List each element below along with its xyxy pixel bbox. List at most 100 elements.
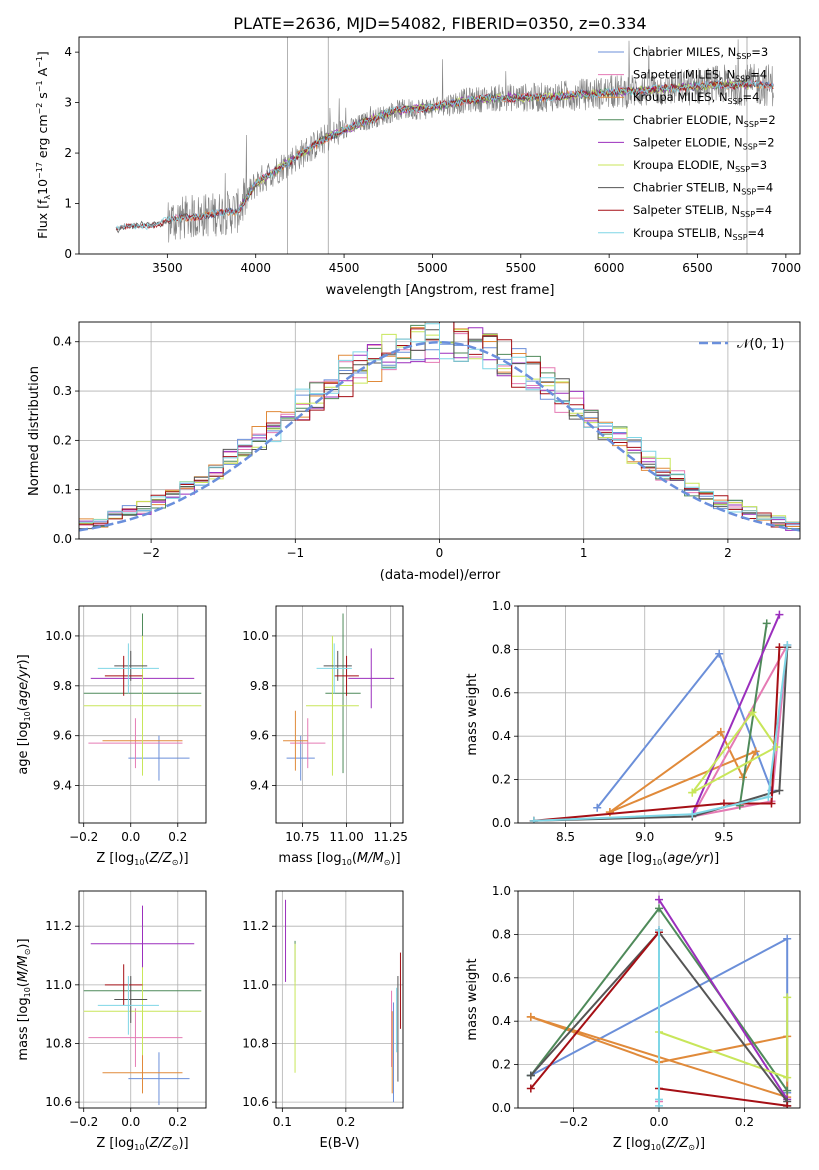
x-axis-label: age [log10(age/yr)] (599, 851, 719, 867)
series-line (658, 997, 789, 1079)
axes-frame (275, 605, 404, 824)
x-axis-label: mass [log10(M/M⊙)] (278, 851, 400, 867)
x-tick-label: 6500 (682, 261, 713, 275)
figure-title: PLATE=2636, MJD=54082, FIBERID=0350, z=0… (233, 14, 646, 33)
axes-frame (275, 890, 404, 1109)
y-tick-label: 1.0 (492, 599, 511, 613)
x-tick-label: −1 (286, 546, 304, 560)
x-axis-label: Z [log10(Z/Z⊙)] (96, 1136, 188, 1152)
plot-area (529, 610, 792, 823)
data-point-marker (688, 810, 697, 819)
y-tick-label: 9.6 (53, 729, 72, 743)
x-axis-label: Z [log10(Z/Z⊙)] (96, 851, 188, 867)
model-line (115, 80, 774, 231)
axes-frame (78, 321, 801, 540)
x-tick-label: 0.2 (735, 1115, 754, 1129)
histogram-step (79, 323, 800, 524)
age-vs-Z-plot: −0.2 0.0 0.2 9.4 9.6 9.8 10.0 Z [log10(Z/Z⊙)] ag… (16, 605, 207, 867)
y-tick-label: 1 (64, 197, 72, 211)
data-point-marker (655, 926, 663, 935)
y-tick-label: 10.6 (242, 1095, 269, 1109)
plot-area (283, 613, 395, 781)
y-tick-label: 0.1 (53, 483, 72, 497)
y-tick-label: 10.8 (45, 1036, 72, 1050)
data-point-marker (655, 904, 663, 913)
legend-label: 𝒩(0, 1) (737, 337, 784, 352)
legend-label: Chabrier STELIB, NSSP=4 (633, 181, 773, 197)
x-tick-label: 11.00 (329, 830, 363, 844)
y-tick-label: 0.6 (492, 686, 511, 700)
x-tick-label: 7000 (771, 261, 802, 275)
y-tick-label: 9.6 (250, 729, 269, 743)
y-tick-label: 10.0 (242, 629, 269, 643)
residual-histogram-plot: −2 −1 0 1 2 0.0 0.1 0.2 0.3 0.4 𝒩(0, 1) (data-model… (27, 321, 801, 583)
y-tick-label: 0.6 (492, 971, 511, 985)
x-tick-label: 0.0 (649, 1115, 668, 1129)
data-point-marker (715, 649, 724, 658)
axes-frame (517, 890, 801, 1109)
mass-vs-ebv-plot: 0.1 0.2 10.6 10.8 11.0 11.2 E(B-V) (242, 890, 404, 1151)
series-line (533, 644, 789, 822)
x-tick-label: 8.5 (556, 830, 575, 844)
y-tick-label: 11.2 (45, 919, 72, 933)
data-point-marker (783, 1073, 792, 1082)
weight-vs-Z-plot: −0.2 0.0 0.2 0.0 0.2 0.4 0.6 0.8 1.0 Z [log10(Z/Z… (465, 884, 801, 1152)
axes-frame (517, 605, 801, 824)
plot-area (83, 905, 202, 1106)
y-axis-label: Flux [fλ10−17 erg cm−2 s−1 A−1] (35, 51, 52, 239)
data-point-marker (783, 934, 792, 943)
x-tick-label: 0.2 (168, 830, 187, 844)
data-point-marker (764, 792, 773, 801)
series-line (691, 614, 781, 815)
series-line (533, 647, 781, 822)
y-tick-label: 0.8 (492, 642, 511, 656)
y-tick-label: 0.2 (53, 433, 72, 447)
y-tick-label: 0.0 (492, 816, 511, 830)
y-axis-label: age [log10(age/yr)] (16, 654, 32, 774)
y-axis-label: mass weight (465, 958, 480, 1040)
y-axis-label: mass [log10(M/M⊙)] (16, 938, 32, 1060)
x-tick-label: 4500 (329, 261, 360, 275)
data-point-marker (767, 799, 776, 808)
data-point-marker (751, 747, 760, 756)
y-tick-label: 2 (64, 146, 72, 160)
y-tick-label: 9.8 (250, 679, 269, 693)
x-tick-label: 5500 (506, 261, 537, 275)
data-spectrum-line (116, 37, 774, 254)
legend-label: Salpeter ELODIE, NSSP=2 (633, 135, 775, 151)
y-tick-label: 0.2 (492, 773, 511, 787)
data-point-marker (529, 816, 538, 823)
legend-label: Salpeter STELIB, NSSP=4 (633, 203, 772, 219)
data-point-marker (762, 619, 771, 628)
x-tick-label: 0.2 (168, 1115, 187, 1129)
spectrum-plot: 3500 4000 4500 5000 5500 6000 6500 7000 0 1 2 3 4 Cha… (35, 36, 802, 298)
data-point-marker (526, 1084, 535, 1093)
data-point-marker (783, 993, 792, 1002)
x-tick-label: 9.0 (635, 830, 654, 844)
x-tick-label: 4000 (240, 261, 271, 275)
y-tick-label: 1.0 (492, 884, 511, 898)
x-tick-label: 0.2 (336, 1115, 355, 1129)
x-axis-label: (data-model)/error (380, 568, 501, 583)
series-line (691, 711, 778, 794)
y-tick-label: 9.4 (53, 779, 72, 793)
x-tick-label: −0.2 (69, 830, 98, 844)
y-tick-label: 9.8 (53, 679, 72, 693)
x-tick-label: 0 (436, 546, 444, 560)
x-tick-label: 5000 (417, 261, 448, 275)
x-tick-label: 0.0 (121, 830, 140, 844)
data-point-marker (655, 895, 663, 904)
y-tick-label: 3 (64, 96, 72, 110)
x-axis-label: wavelength [Angstrom, rest frame] (326, 283, 555, 298)
x-tick-label: 0.0 (121, 1115, 140, 1129)
x-tick-label: −0.2 (69, 1115, 98, 1129)
y-tick-label: 9.4 (250, 779, 269, 793)
series-line (596, 652, 773, 809)
y-tick-label: 0 (64, 247, 72, 261)
axes-frame (78, 890, 207, 1109)
y-tick-label: 11.2 (242, 919, 269, 933)
y-tick-label: 0.2 (492, 1058, 511, 1072)
y-tick-label: 0.0 (492, 1101, 511, 1115)
legend-label: Kroupa MILES, NSSP=4 (633, 90, 759, 106)
y-tick-label: 0.0 (53, 532, 72, 546)
